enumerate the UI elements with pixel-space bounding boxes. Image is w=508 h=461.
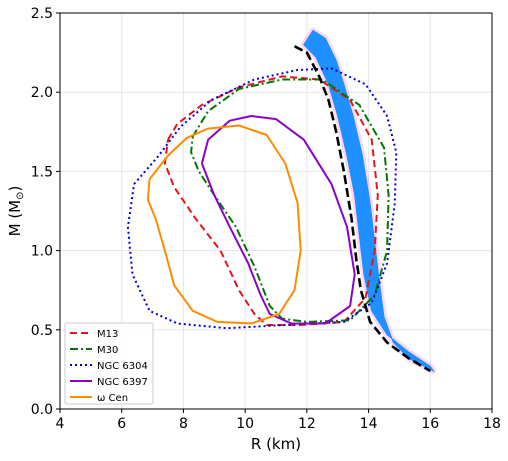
x-tick-label: 14 <box>360 416 378 432</box>
contour-line <box>190 78 390 323</box>
y-tick-label: 1.0 <box>31 244 53 260</box>
x-axis-label: R (km) <box>251 435 301 453</box>
y-tick-label: 0.0 <box>31 402 53 418</box>
x-tick-label: 18 <box>483 416 501 432</box>
contour-line <box>163 75 379 326</box>
eos-curve <box>293 45 431 373</box>
y-axis-label: M (M⊙) <box>6 186 26 237</box>
legend-box <box>64 322 154 405</box>
legend-label: M30 <box>97 345 118 356</box>
x-tick-label: 12 <box>298 416 316 432</box>
y-axis-label-sub: ⊙ <box>15 191 26 199</box>
legend-label: M13 <box>97 329 118 340</box>
legend-label: NGC 6397 <box>97 377 148 388</box>
x-tick-label: 4 <box>56 416 65 432</box>
legend-label: NGC 6304 <box>97 361 148 372</box>
x-tick-label: 6 <box>117 416 126 432</box>
x-tick-label: 8 <box>179 416 188 432</box>
legend-label: ω Cen <box>97 393 128 404</box>
y-tick-label: 2.5 <box>31 6 53 22</box>
contour-line <box>200 115 356 325</box>
contour-line <box>146 124 302 325</box>
y-axis-label-main: M (M <box>6 200 24 237</box>
legend: M13 M30 NGC 6304 NGC 6397 ω Cen <box>64 322 154 405</box>
x-tick-label: 16 <box>421 416 439 432</box>
y-tick-label: 1.5 <box>31 164 53 180</box>
y-tick-label: 0.5 <box>31 323 53 339</box>
y-axis-label-close: ) <box>6 186 24 192</box>
y-tick-label: 2.0 <box>31 85 53 101</box>
x-tick-label: 10 <box>236 416 254 432</box>
contour-line <box>126 67 398 330</box>
plot-frame <box>59 12 493 410</box>
axis-ticks: 4 6 8 10 12 14 16 18 0.0 0.5 1.0 1.5 2.0 2.5 <box>31 6 501 432</box>
plot-data-area <box>126 27 437 374</box>
